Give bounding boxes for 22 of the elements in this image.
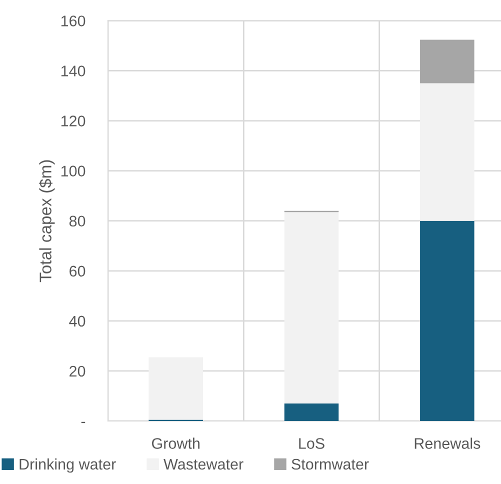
bar bbox=[284, 403, 339, 421]
bar bbox=[420, 220, 474, 421]
bar bbox=[420, 83, 474, 221]
x-tick-label: Renewals bbox=[414, 438, 480, 449]
y-axis-title: Total capex ($m) bbox=[38, 160, 55, 282]
y-tick-label: 160 bbox=[61, 16, 86, 26]
x-tick-label: LoS bbox=[299, 438, 324, 449]
y-tick-label: 80 bbox=[69, 216, 86, 227]
legend-label: Stormwater bbox=[292, 458, 369, 470]
legend-label: Drinking water bbox=[20, 458, 116, 473]
y-tick-label: 20 bbox=[70, 366, 86, 377]
bar bbox=[420, 40, 474, 84]
y-tick-label: 120 bbox=[61, 116, 86, 126]
y-tick-label: - bbox=[81, 422, 86, 424]
y-tick-label: 140 bbox=[61, 66, 86, 76]
bar bbox=[148, 357, 203, 420]
x-tick-label: Growth bbox=[152, 438, 200, 449]
y-tick-label: 40 bbox=[69, 316, 86, 327]
bar bbox=[284, 212, 339, 404]
legend-label: Wastewater bbox=[164, 458, 244, 470]
y-tick-label: 100 bbox=[61, 166, 86, 176]
y-tick-label: 60 bbox=[70, 266, 86, 277]
